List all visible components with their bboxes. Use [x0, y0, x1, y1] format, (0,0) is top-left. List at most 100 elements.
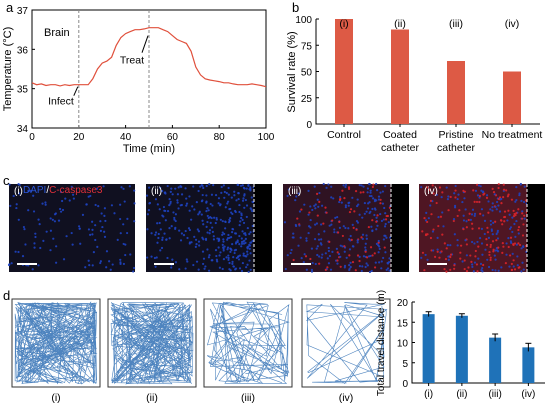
- nucleus: [164, 219, 167, 222]
- caspase-cell: [315, 192, 319, 196]
- nucleus: [240, 213, 243, 217]
- nucleus: [218, 204, 222, 207]
- treat-arrow: [141, 35, 149, 53]
- nucleus: [227, 258, 230, 262]
- nucleus: [228, 219, 231, 223]
- nucleus: [314, 207, 317, 210]
- nucleus: [420, 256, 423, 259]
- nucleus: [244, 254, 247, 258]
- nucleus: [349, 265, 352, 269]
- nucleus: [435, 193, 438, 196]
- nucleus: [215, 254, 218, 258]
- nucleus: [236, 183, 239, 186]
- nucleus: [176, 199, 179, 202]
- nucleus: [228, 261, 231, 265]
- nucleus: [366, 187, 370, 190]
- d-ytick-label: 5: [402, 359, 408, 370]
- b-category-label: No treatment: [482, 129, 543, 141]
- nucleus: [217, 197, 221, 200]
- nucleus: [163, 209, 166, 212]
- a-xlabel: Time (min): [123, 143, 175, 155]
- nucleus: [104, 219, 107, 223]
- nucleus: [159, 249, 162, 252]
- nucleus: [159, 228, 162, 231]
- caspase-signal: [283, 184, 391, 272]
- nucleus: [224, 220, 227, 223]
- nucleus: [200, 213, 203, 216]
- caspase-cell: [479, 212, 482, 215]
- nucleus: [49, 229, 53, 232]
- caspase-cell: [485, 237, 488, 241]
- nucleus: [523, 217, 526, 220]
- caspase-cell: [383, 246, 386, 249]
- nucleus: [227, 193, 230, 196]
- nucleus: [509, 240, 512, 243]
- nucleus: [62, 258, 66, 261]
- d-ylabel: Total travel distance (m): [376, 290, 387, 396]
- nucleus: [330, 185, 333, 188]
- caspase-cell: [459, 251, 462, 254]
- nucleus: [199, 185, 202, 188]
- legend-sep: /: [46, 185, 49, 196]
- nucleus: [516, 255, 519, 258]
- nucleus: [133, 189, 136, 192]
- nucleus: [91, 233, 94, 236]
- nucleus: [197, 213, 200, 216]
- nucleus: [70, 231, 73, 235]
- nucleus: [464, 239, 467, 242]
- caspase-cell: [438, 256, 441, 259]
- nucleus: [198, 211, 201, 214]
- nucleus: [511, 252, 514, 255]
- caspase-cell: [478, 194, 482, 198]
- a-xtick-label: 80: [214, 132, 226, 143]
- nucleus: [182, 234, 186, 237]
- caspase-cell: [316, 214, 319, 217]
- nucleus: [221, 233, 224, 236]
- nucleus: [165, 238, 168, 241]
- nucleus: [348, 267, 351, 270]
- nucleus: [337, 252, 341, 256]
- nucleus: [240, 245, 243, 248]
- nucleus: [364, 265, 367, 269]
- nucleus: [95, 187, 99, 190]
- nucleus: [103, 207, 107, 210]
- caspase-cell: [372, 183, 375, 186]
- nucleus: [491, 202, 494, 205]
- caspase-cell: [517, 226, 521, 229]
- nucleus: [161, 238, 164, 242]
- nucleus: [516, 264, 519, 267]
- micrograph-label: (iii): [288, 186, 301, 197]
- nucleus: [462, 214, 465, 217]
- nucleus: [200, 183, 203, 187]
- nucleus: [351, 223, 354, 226]
- nucleus: [105, 266, 108, 269]
- nucleus: [245, 187, 248, 190]
- nucleus: [214, 248, 218, 252]
- nucleus: [156, 222, 159, 225]
- nucleus: [217, 202, 220, 205]
- nucleus: [251, 200, 254, 203]
- nucleus: [147, 209, 151, 212]
- nucleus: [203, 267, 206, 270]
- nucleus: [370, 225, 373, 228]
- nucleus: [171, 193, 174, 196]
- nucleus: [158, 221, 161, 225]
- a-ytick-label: 37: [17, 6, 29, 17]
- caspase-cell: [449, 268, 452, 271]
- caspase-cell: [338, 220, 341, 223]
- nucleus: [17, 218, 20, 221]
- b-category-label: Control: [327, 129, 361, 141]
- nucleus: [522, 245, 525, 249]
- nucleus: [213, 216, 216, 219]
- nucleus: [27, 209, 30, 212]
- caspase-cell: [296, 217, 299, 220]
- nucleus: [424, 219, 428, 222]
- nucleus: [176, 201, 179, 204]
- nucleus: [377, 244, 380, 247]
- nucleus: [201, 236, 204, 239]
- nucleus: [178, 229, 181, 232]
- caspase-cell: [501, 251, 504, 254]
- caspase-cell: [362, 191, 365, 194]
- nucleus: [168, 203, 171, 207]
- nucleus: [44, 203, 47, 206]
